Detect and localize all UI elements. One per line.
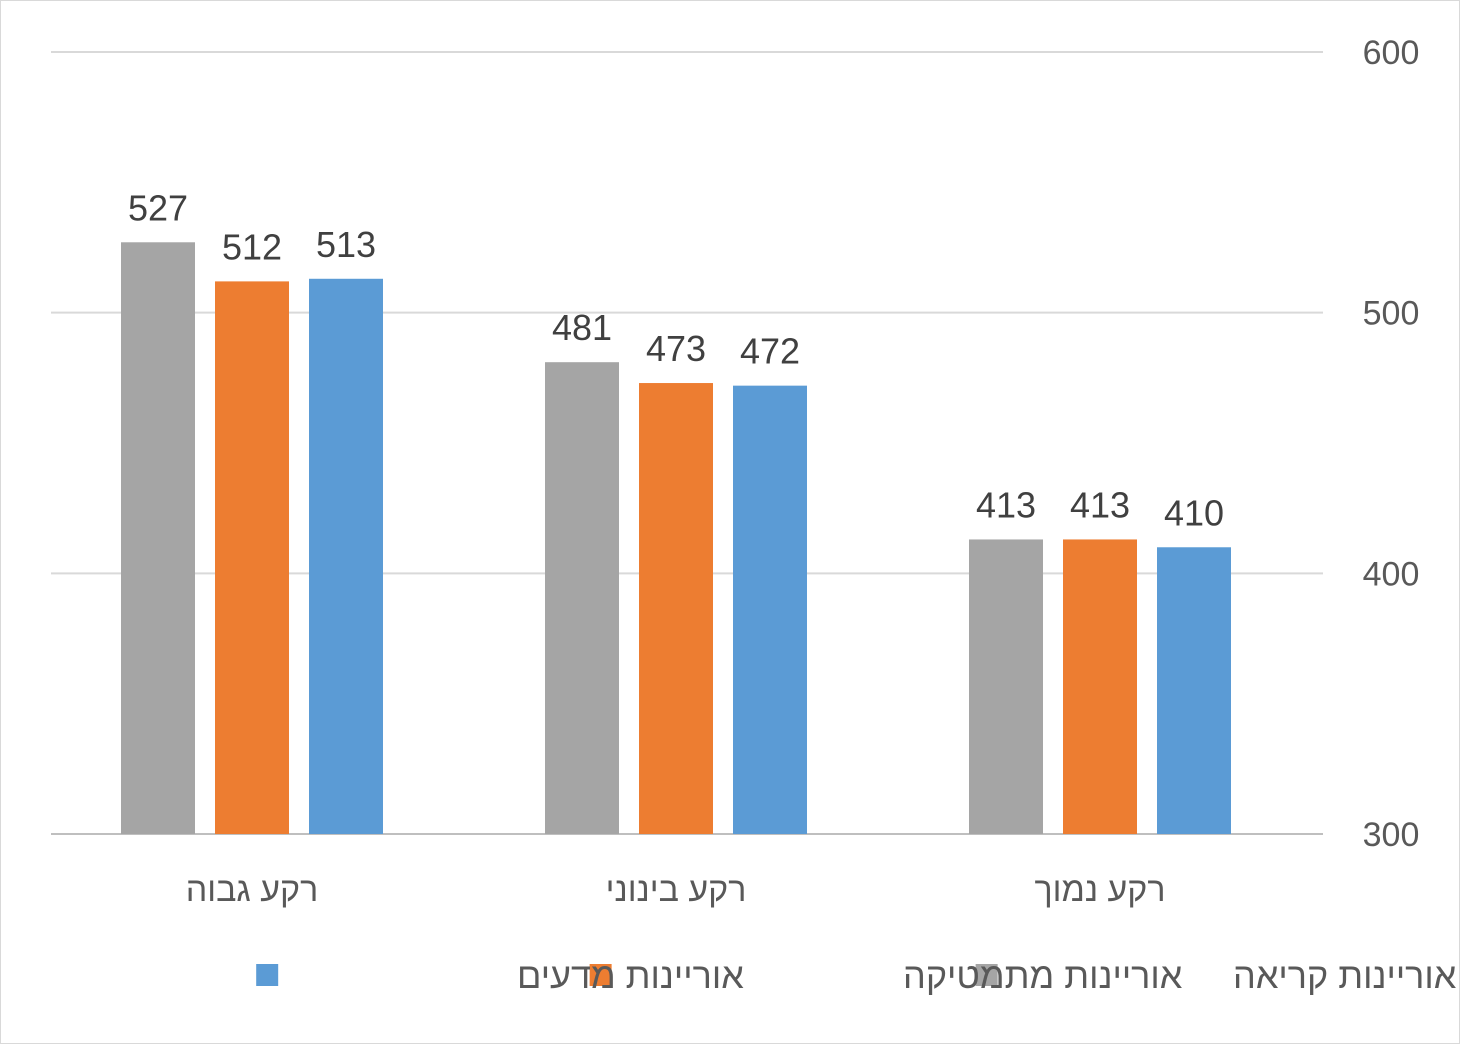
legend-swatch xyxy=(256,964,279,986)
legend-swatch xyxy=(975,964,998,986)
category-label: רקע נמוך xyxy=(1034,871,1165,909)
y-tick-label: 400 xyxy=(1363,555,1420,593)
bars xyxy=(121,242,1231,834)
axes: 300 400 500 600 רקע גבוה רקע בינוני רקע נמוך xyxy=(186,34,1420,909)
bar xyxy=(639,383,713,834)
data-label: 513 xyxy=(316,224,376,265)
data-labels: 527 512 513 481 473 472 413 413 410 xyxy=(128,187,1224,533)
data-label: 410 xyxy=(1164,492,1224,533)
data-label: 512 xyxy=(222,226,282,267)
bar xyxy=(1157,547,1231,834)
bar xyxy=(309,278,383,834)
bar xyxy=(1063,539,1137,834)
legend-label: אוריינות קריאה xyxy=(1233,955,1457,996)
data-label: 473 xyxy=(646,328,706,369)
bar xyxy=(215,281,289,834)
data-label: 413 xyxy=(976,484,1036,525)
data-label: 527 xyxy=(128,187,188,228)
data-label: 472 xyxy=(740,331,800,372)
data-label: 481 xyxy=(552,307,612,348)
bar xyxy=(969,539,1043,834)
category-label: רקע בינוני xyxy=(606,871,747,909)
legend-label: אוריינות מדעים xyxy=(517,955,744,996)
y-tick-label: 300 xyxy=(1363,816,1420,854)
y-tick-label: 600 xyxy=(1363,34,1420,72)
bar xyxy=(733,385,807,834)
legend: אוריינות קריאה אוריינות מתמטיקה אוריינות מ… xyxy=(256,955,1457,996)
bar xyxy=(121,242,195,834)
y-tick-label: 500 xyxy=(1363,295,1420,333)
legend-swatch xyxy=(589,964,612,986)
data-label: 413 xyxy=(1070,484,1130,525)
bar xyxy=(545,362,619,834)
legend-label: אוריינות מתמטיקה xyxy=(903,955,1183,996)
category-label: רקע גבוה xyxy=(186,871,319,909)
